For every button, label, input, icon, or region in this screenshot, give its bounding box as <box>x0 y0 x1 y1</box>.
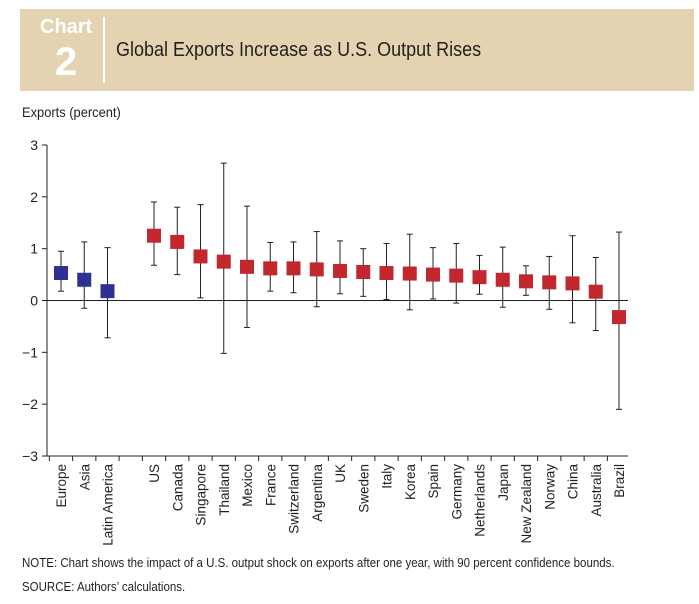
y-tick-label: −2 <box>22 396 38 412</box>
chart-badge-label: Chart <box>40 16 93 38</box>
point-marker <box>147 228 161 243</box>
point-marker <box>77 272 92 287</box>
x-tick-label: Brazil <box>612 464 627 498</box>
x-tick-label: China <box>566 464 581 500</box>
data-point-canada: Canada <box>170 206 185 512</box>
point-marker <box>193 249 208 264</box>
data-point-france: France <box>263 241 278 506</box>
x-tick-label: Norway <box>542 464 557 510</box>
chart-badge-number: 2 <box>54 40 78 84</box>
x-tick-label: Sweden <box>356 464 371 513</box>
point-marker <box>519 274 533 289</box>
y-tick-label: 2 <box>30 189 38 205</box>
x-tick-label: Thailand <box>217 464 232 516</box>
x-tick-label: Italy <box>380 464 395 489</box>
point-marker <box>542 275 557 290</box>
y-axis-label: Exports (percent) <box>22 104 121 120</box>
x-tick-label: US <box>147 464 162 483</box>
point-marker <box>379 266 394 281</box>
data-point-singapore: Singapore <box>193 204 209 526</box>
point-marker <box>286 261 301 276</box>
x-tick-label: Singapore <box>194 464 209 526</box>
point-marker <box>588 284 603 299</box>
point-marker <box>333 263 347 278</box>
point-marker <box>170 234 185 249</box>
data-point-uk: UK <box>333 240 348 483</box>
x-tick-label: Germany <box>449 464 464 520</box>
data-point-us: US <box>147 201 162 483</box>
x-tick-label: New Zealand <box>519 464 534 544</box>
point-marker <box>402 266 417 281</box>
data-point-germany: Germany <box>449 242 464 520</box>
x-tick-label: Netherlands <box>473 464 488 537</box>
chart-source: SOURCE: Authors’ calculations. <box>22 580 186 594</box>
point-marker <box>612 310 626 325</box>
point-marker <box>240 259 254 274</box>
data-point-china: China <box>565 235 581 500</box>
x-tick-label: Switzerland <box>287 464 302 534</box>
point-marker <box>100 284 115 299</box>
data-point-japan: Japan <box>495 246 511 501</box>
data-point-switzerland: Switzerland <box>286 241 302 534</box>
chart-title: Global Exports Increase as U.S. Output R… <box>116 39 482 61</box>
x-tick-label: Japan <box>496 464 511 501</box>
data-point-mexico: Mexico <box>240 205 255 507</box>
data-point-latin-america: Latin America <box>100 247 116 546</box>
data-point-italy: Italy <box>379 242 395 489</box>
point-marker <box>356 264 371 279</box>
x-tick-label: Korea <box>403 464 418 501</box>
data-point-spain: Spain <box>426 247 441 499</box>
data-point-norway: Norway <box>542 255 557 510</box>
header-divider <box>103 17 105 83</box>
x-tick-label: Asia <box>77 464 92 491</box>
x-tick-label: Argentina <box>310 464 325 522</box>
y-tick-label: 0 <box>30 293 38 309</box>
data-point-sweden: Sweden <box>356 248 371 513</box>
x-tick-label: Europe <box>54 464 69 508</box>
point-marker <box>495 272 510 287</box>
x-tick-label: Canada <box>170 464 185 512</box>
x-tick-label: Spain <box>426 464 441 499</box>
x-tick-label: Australia <box>589 464 604 517</box>
y-tick-label: −3 <box>22 448 38 464</box>
point-marker <box>472 270 487 285</box>
x-tick-label: France <box>263 464 278 506</box>
data-point-europe: Europe <box>54 250 69 508</box>
point-marker <box>309 262 324 277</box>
point-marker <box>263 261 278 276</box>
point-marker <box>449 268 464 283</box>
data-point-asia: Asia <box>77 241 92 491</box>
data-point-netherlands: Netherlands <box>472 254 488 537</box>
y-tick-label: 1 <box>30 241 38 257</box>
chart-note: NOTE: Chart shows the impact of a U.S. o… <box>22 556 615 570</box>
data-point-korea: Korea <box>402 233 418 501</box>
chart-header-banner <box>20 9 694 91</box>
x-tick-label: Mexico <box>240 464 255 507</box>
data-point-thailand: Thailand <box>216 162 232 516</box>
point-marker <box>54 266 68 281</box>
data-point-argentina: Argentina <box>309 231 325 522</box>
y-tick-label: 3 <box>30 137 38 153</box>
point-marker <box>565 276 580 291</box>
data-point-brazil: Brazil <box>612 231 627 498</box>
x-tick-label: Latin America <box>101 464 116 546</box>
y-tick-label: −1 <box>22 344 38 360</box>
point-marker <box>216 254 231 269</box>
data-point-australia: Australia <box>588 256 604 517</box>
data-point-new-zealand: New Zealand <box>519 265 534 544</box>
x-tick-label: UK <box>333 464 348 483</box>
point-marker <box>426 267 440 282</box>
